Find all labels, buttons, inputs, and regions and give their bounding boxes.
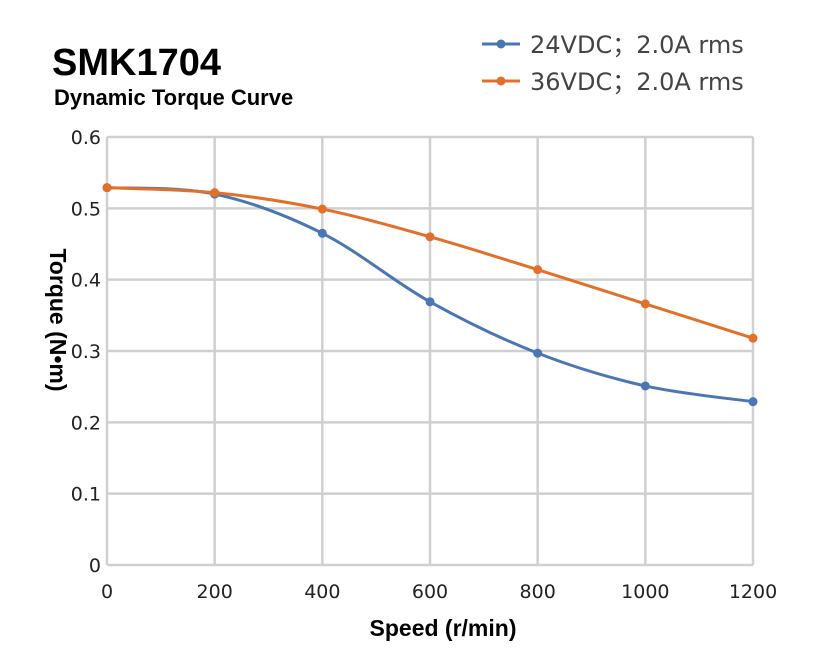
data-point: [533, 348, 543, 358]
data-point: [210, 188, 220, 198]
x-tick-label: 200: [197, 581, 233, 603]
data-point: [317, 228, 327, 238]
data-point: [102, 183, 112, 193]
x-axis-label: Speed (r/min): [370, 615, 517, 641]
data-point: [317, 204, 327, 214]
data-point: [425, 297, 435, 307]
chart-subtitle: Dynamic Torque Curve: [54, 85, 293, 110]
data-point: [533, 265, 543, 275]
x-tick-label: 1200: [729, 581, 777, 603]
legend-label: 36VDC；2.0A rms: [530, 68, 744, 96]
data-point: [748, 333, 758, 343]
data-point: [748, 397, 758, 407]
y-tick-label: 0: [89, 555, 101, 577]
x-tick-label: 600: [412, 581, 448, 603]
x-tick-label: 1000: [621, 581, 669, 603]
data-point: [640, 381, 650, 391]
legend-label: 24VDC；2.0A rms: [530, 31, 744, 59]
y-tick-label: 0.6: [71, 127, 101, 149]
y-tick-label: 0.3: [71, 341, 101, 363]
x-tick-label: 800: [520, 581, 556, 603]
y-tick-label: 0.4: [71, 270, 101, 292]
chart-title: SMK1704: [52, 42, 221, 84]
x-tick-label: 400: [304, 581, 340, 603]
y-axis-label: Torque (N•m): [45, 248, 71, 391]
legend-marker: [496, 76, 506, 86]
x-tick-label: 0: [101, 581, 113, 603]
y-tick-label: 0.1: [71, 484, 101, 506]
data-point: [425, 232, 435, 242]
legend-marker: [496, 39, 506, 49]
y-tick-label: 0.2: [71, 412, 101, 434]
data-point: [640, 299, 650, 309]
y-tick-label: 0.5: [71, 198, 101, 220]
